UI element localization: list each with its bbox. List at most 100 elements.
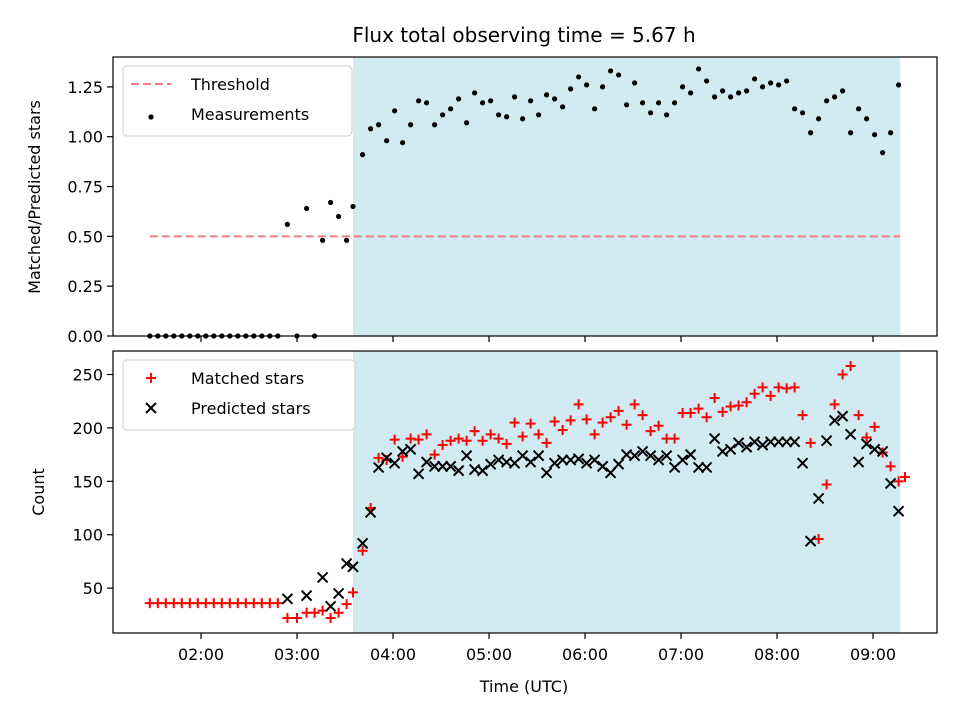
predicted-stars-point <box>452 464 465 477</box>
x-tick-label: 08:00 <box>754 645 800 664</box>
predicted-stars-point <box>660 449 673 462</box>
predicted-stars-point <box>724 443 737 455</box>
predicted-stars-point <box>748 436 761 448</box>
matched-stars-point <box>397 451 408 462</box>
matched-stars-point <box>781 383 792 394</box>
predicted-stars-point <box>796 457 809 469</box>
matched-stars-point <box>605 412 616 423</box>
top-y-tick-label: 0.25 <box>67 277 103 296</box>
bottom-panel: 50 100 150 200 250 02:00 03:00 04:00 05:00 06:00 0… <box>72 350 938 664</box>
measurement-point <box>350 203 356 210</box>
predicted-stars-point <box>852 456 865 468</box>
predicted-stars-point <box>548 457 561 469</box>
measurement-point <box>664 112 670 118</box>
measurement-point <box>480 100 486 106</box>
measurement-point <box>560 104 566 110</box>
legend-label: Threshold <box>190 75 270 94</box>
matched-stars-point <box>357 545 368 556</box>
predicted-stars-point <box>812 492 825 505</box>
measurement-point <box>736 90 742 96</box>
top-series-0 <box>147 66 902 339</box>
bottom-axes-frame <box>112 350 938 634</box>
predicted-stars-point <box>596 460 609 473</box>
matched-stars-point <box>437 440 448 450</box>
predicted-stars-point <box>364 506 377 519</box>
matched-stars-point <box>893 476 904 487</box>
measurement-point <box>688 90 694 96</box>
x-tick-label: 09:00 <box>850 645 896 664</box>
measurement-point <box>792 106 798 112</box>
matched-stars-point <box>837 369 848 380</box>
matched-stars-point <box>509 417 520 428</box>
measurement-point <box>408 122 414 128</box>
predicted-stars-point <box>676 454 689 466</box>
matched-stars-point <box>549 416 560 427</box>
bottom-shaded-interval <box>353 351 901 633</box>
matched-stars-point <box>565 415 576 426</box>
measurement-point <box>320 237 326 243</box>
predicted-stars-point <box>716 445 729 458</box>
matched-stars-point <box>757 382 768 393</box>
predicted-stars-point <box>540 467 553 479</box>
matched-stars-point <box>292 613 302 624</box>
matched-stars-point <box>653 420 664 431</box>
predicted-stars-point <box>828 414 841 427</box>
matched-stars-point <box>429 449 440 460</box>
predicted-stars-point <box>420 456 433 468</box>
bottom-y-tick-label: 150 <box>72 472 103 491</box>
predicted-stars-point <box>652 454 665 466</box>
bottom-legend: Matched stars Predicted stars <box>122 359 356 431</box>
measurement-point <box>576 74 582 80</box>
matched-stars-point <box>501 438 512 449</box>
predicted-stars-point <box>412 468 425 480</box>
matched-stars-point <box>861 432 872 443</box>
matched-stars-point <box>469 426 480 437</box>
bottom-y-tick-label: 200 <box>72 419 103 438</box>
measurement-point <box>368 126 374 132</box>
matched-stars-point <box>709 393 720 403</box>
matched-stars-point <box>541 437 552 448</box>
matched-stars-point <box>701 412 712 423</box>
predicted-stars-point <box>356 537 369 549</box>
measurement-point <box>392 108 398 114</box>
bottom-y-tick-label: 50 <box>83 579 103 598</box>
predicted-stars-point <box>340 557 353 570</box>
top-y-tick-label: 0.50 <box>67 227 103 246</box>
measurement-point <box>752 76 758 82</box>
measurement-point <box>680 84 686 90</box>
predicted-stars-point <box>884 477 897 490</box>
top-y-tick-label: 1.00 <box>67 128 103 147</box>
measurement-point <box>744 88 750 94</box>
matched-stars-point <box>533 429 544 440</box>
top-y-tick-label: 0.75 <box>67 178 103 197</box>
matched-stars-point <box>309 607 320 618</box>
legend-measurements-swatch <box>148 114 154 120</box>
x-tick-label: 03:00 <box>274 645 320 664</box>
matched-stars-point <box>741 397 752 408</box>
matched-stars-point <box>869 421 880 432</box>
matched-stars-point <box>725 401 736 412</box>
x-axis-label: Time (UTC) <box>479 677 568 696</box>
x-tick-label: 05:00 <box>466 645 512 664</box>
predicted-stars-point <box>612 458 625 470</box>
matched-stars-point <box>829 399 840 410</box>
measurement-point <box>584 82 590 88</box>
matched-stars-point <box>341 599 352 610</box>
predicted-stars-point <box>804 535 817 547</box>
predicted-stars-point <box>372 461 385 474</box>
matched-stars-point <box>613 405 624 416</box>
measurement-point <box>448 106 454 112</box>
x-tick-label: 02:00 <box>178 645 224 664</box>
predicted-stars-point <box>380 452 393 464</box>
measurement-point <box>472 90 478 96</box>
predicted-stars-point <box>860 438 873 450</box>
predicted-stars-point <box>708 432 721 445</box>
predicted-stars-point <box>700 461 713 474</box>
predicted-stars-point <box>788 436 801 448</box>
predicted-stars-point <box>316 571 329 584</box>
matched-stars-point <box>749 388 760 399</box>
measurement-point <box>360 152 366 158</box>
predicted-stars-point <box>628 449 641 462</box>
matched-stars-point <box>669 433 680 444</box>
